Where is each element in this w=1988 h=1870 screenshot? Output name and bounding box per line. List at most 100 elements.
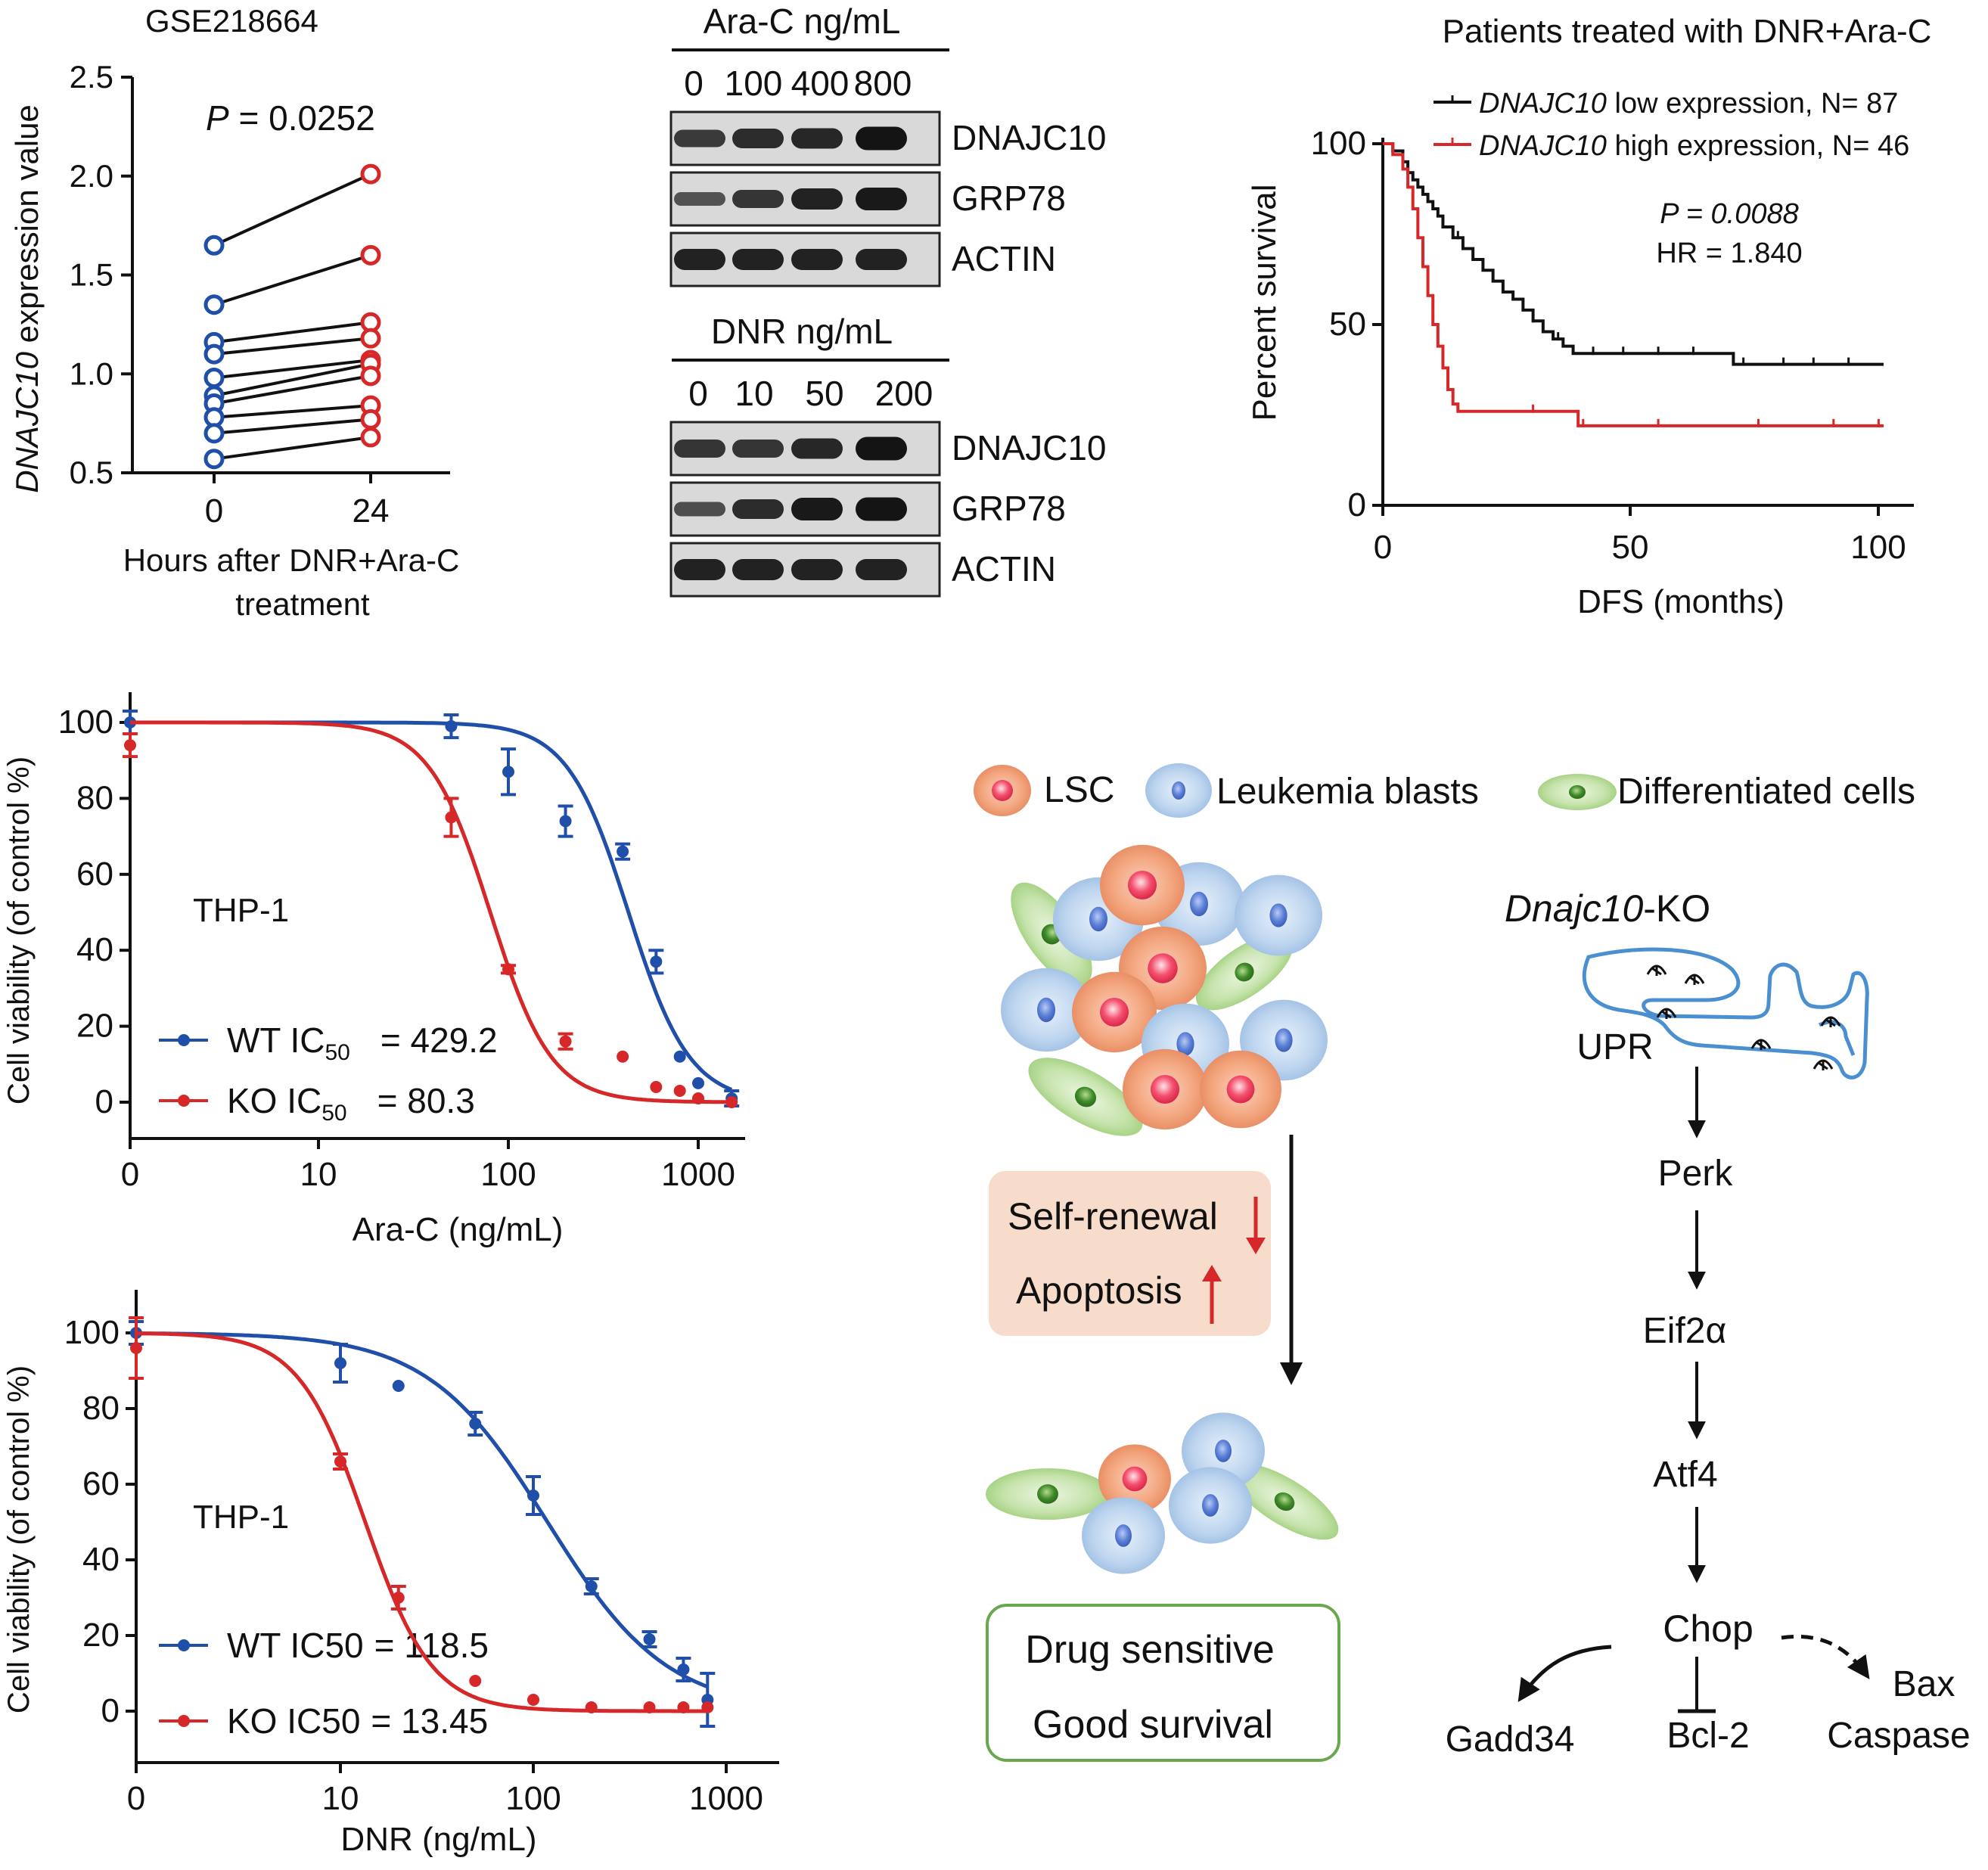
legend-differentiated-label: Differentiated cells [1617, 772, 1915, 812]
arac-data-point-ko [692, 1092, 704, 1104]
dnr-y-tick-label: 40 [82, 1541, 120, 1578]
dnr-x-tick-label: 1000 [689, 1780, 763, 1817]
ribosome-icons [1646, 965, 1841, 1070]
arac-legend-name: WT IC [227, 1020, 325, 1060]
arac-fit-curve-ko [130, 720, 732, 1104]
dnr-fit-curve-wt [135, 1331, 709, 1689]
blot-dnr-lane-label: 0 [688, 374, 708, 413]
blot-arac-lane-label: 800 [854, 64, 912, 103]
arac-y-tick-label: 20 [76, 1008, 113, 1045]
dnr-data-point-ko [585, 1701, 598, 1713]
paired-connector-line [213, 418, 371, 435]
blot-arac-band [674, 192, 725, 206]
blot-arac-band [856, 188, 907, 210]
paired-connector-line [213, 404, 371, 419]
blot-arac-band [791, 249, 843, 270]
blot-arac-row-label: GRP78 [952, 179, 1066, 218]
blast-nucleus-icon [1176, 1032, 1194, 1056]
lsc-nucleus-icon [1122, 1466, 1148, 1492]
paired-connector-line [213, 358, 371, 380]
knockout-title: Dnajc10-KO [1505, 887, 1710, 930]
arac-data-point-ko [445, 811, 458, 824]
blot-arac-band [674, 129, 725, 148]
arac-data-point-wt [559, 815, 572, 828]
survival-legend-label: DNAJC10 low expression, N= 87 [1479, 88, 1898, 120]
lsc-nucleus-icon [1099, 997, 1129, 1027]
survival-curve-low [1383, 142, 1884, 366]
arac-data-point-ko [124, 739, 136, 752]
legend-blast-label: Leukemia blasts [1216, 772, 1479, 812]
blot-arac-band [732, 129, 784, 148]
dnr-legend-value: = 118.5 [374, 1626, 489, 1665]
output-caspase: Caspase [1827, 1716, 1970, 1756]
legend-lsc: LSC [974, 765, 1114, 816]
dnr-data-point-ko [677, 1701, 690, 1713]
paired-y-tick-label: 1.5 [70, 257, 113, 293]
blot-dnr-lane-label: 50 [805, 374, 843, 413]
ribosome-icon [1646, 965, 1667, 976]
survival-y-tick-label: 50 [1329, 306, 1366, 343]
paired-connector-line [213, 253, 371, 306]
dnr-data-point-wt [585, 1580, 598, 1592]
paired-y-axis-label-rest: expression value [9, 104, 45, 352]
knockout-gene-label: Dnajc10 [1505, 887, 1644, 930]
paired-point-24h [360, 427, 381, 448]
arac-y-tick-label: 100 [58, 704, 113, 741]
survival-legend-gene: DNAJC10 [1479, 88, 1607, 120]
paired-point-24h [360, 365, 381, 387]
paired-connector-line [213, 362, 371, 397]
blot-dnr-band [791, 559, 843, 580]
blot-dnr-band [732, 440, 784, 458]
blot-arac-band [732, 249, 784, 270]
pathway-chop: Chop [1663, 1608, 1753, 1650]
blot-arac-band [732, 190, 784, 208]
arac-data-point-wt [650, 955, 663, 968]
paired-point-0h [203, 423, 225, 444]
legend-blast: Leukemia blasts [1145, 763, 1479, 818]
blot-dnr-band [791, 498, 843, 520]
dnr-y-tick-label: 60 [82, 1465, 120, 1502]
blast-nucleus-icon [1190, 891, 1208, 917]
survival-curve-high [1383, 142, 1884, 427]
paired-connector-line [213, 374, 371, 405]
dnr-data-point-ko [701, 1701, 714, 1713]
arac-legend-subscript: 50 [325, 1040, 349, 1065]
pathway-atf4: Atf4 [1653, 1455, 1717, 1495]
dnr-data-point-wt [469, 1418, 482, 1430]
blot-arac-band [674, 249, 725, 270]
dnr-x-tick-label: 0 [127, 1780, 145, 1817]
chop-to-bax-dashed-arrow [1781, 1634, 1870, 1679]
survival-legend-label: DNAJC10 high expression, N= 46 [1479, 130, 1909, 162]
blast-nucleus-icon [1215, 1440, 1232, 1462]
dnr-data-point-ko [527, 1694, 539, 1706]
dnr-dose-response-chart: Cell viability (of control %) DNR (ng/mL… [2, 1290, 779, 1858]
blot-dnr-band [674, 502, 725, 517]
ribosome-icon [1820, 1016, 1841, 1027]
differentiated-nucleus-icon [1074, 1086, 1097, 1107]
paired-point-24h [360, 408, 381, 430]
blot-arac-title: Ara-C ng/mL [704, 2, 901, 41]
survival-x-tick-label: 100 [1850, 529, 1906, 566]
dnr-y-tick-label: 100 [64, 1314, 120, 1351]
blot-dnr-band [856, 559, 907, 580]
treated-cell-cluster [986, 1412, 1339, 1574]
chop-to-gadd34-arrow [1517, 1645, 1612, 1702]
paired-connector-line [213, 321, 371, 344]
paired-point-24h [360, 163, 381, 185]
pathway-eif2a: Eif2α [1643, 1311, 1726, 1351]
blot-dnr-band [732, 559, 784, 580]
survival-hazard-ratio: HR = 1.840 [1656, 238, 1802, 269]
apoptosis-label: Apoptosis [1016, 1269, 1182, 1312]
arac-legend-label: WT IC50 = 429.2 [227, 1020, 498, 1065]
lsc-nucleus-icon [1226, 1075, 1255, 1104]
output-bax: Bax [1893, 1664, 1955, 1704]
drug-sensitive-box [986, 1604, 1340, 1762]
dnr-legend-value: = 13.45 [371, 1701, 488, 1741]
self-renewal-down-arrow-icon [1246, 1197, 1266, 1254]
paired-y-tick-label: 1.0 [70, 356, 113, 391]
blast-nucleus-icon [1275, 1028, 1293, 1052]
arac-y-axis-label: Cell viability (of control %) [2, 756, 36, 1104]
legend-lsc-label: LSC [1044, 770, 1114, 810]
paired-chart-title: GSE218664 [145, 3, 318, 39]
